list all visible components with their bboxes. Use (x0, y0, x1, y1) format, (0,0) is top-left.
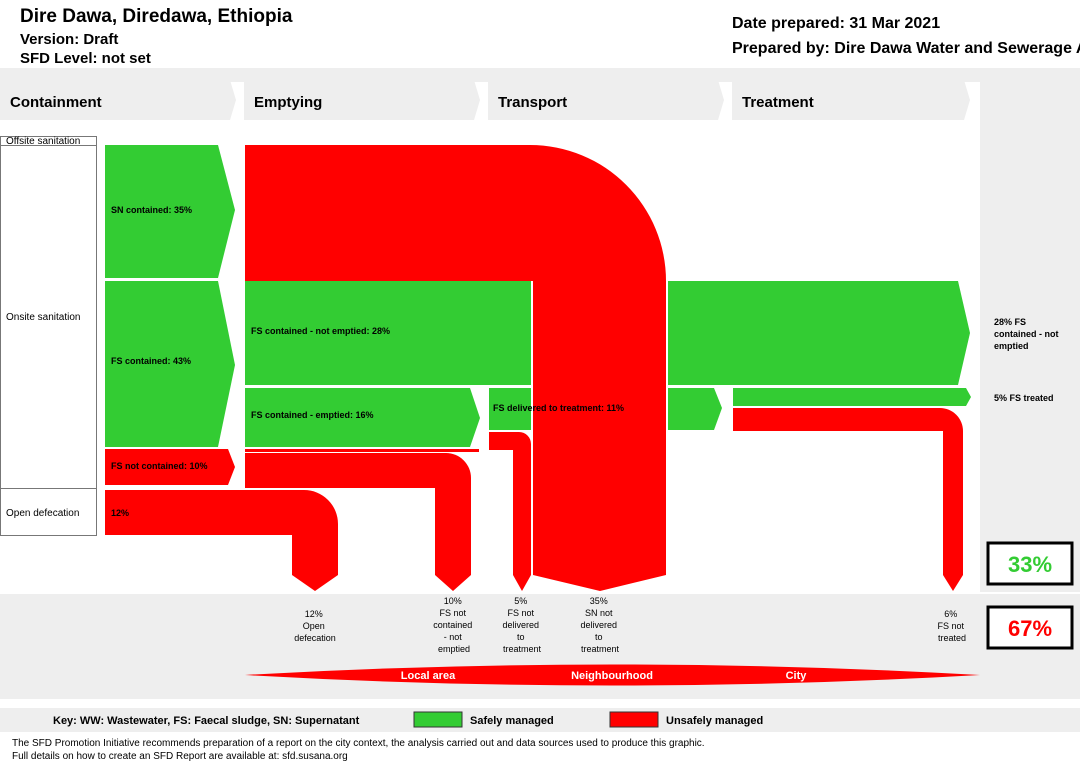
stage-transport (488, 80, 724, 120)
fs-delivered-flow-b (668, 388, 722, 430)
key-safe-label: Safely managed (470, 715, 554, 727)
key-band (0, 708, 1080, 732)
fs-emptied-label: FS contained - emptied: 16% (251, 410, 374, 420)
fs-not-treated-flow (733, 408, 963, 591)
top-grey-band (0, 68, 1080, 82)
unsafe-percent-box (986, 605, 1074, 650)
fs-not-delivered-flow (489, 432, 531, 591)
bottom-fs-not-contained: 10% FS not contained - not emptied (433, 596, 475, 654)
fs-emptied-thin-line (245, 449, 479, 452)
safe-percent: 33% (1008, 552, 1052, 577)
header-right: Date prepared: 31 Mar 2021 Prepared by: … (732, 15, 1080, 65)
fs-not-contained-box (105, 449, 235, 485)
sn-contained-label: SN contained: 35% (111, 205, 192, 215)
open-defecation-box-flow (105, 490, 292, 535)
onsite-label: Onsite sanitation (6, 312, 81, 323)
onsite-box (0, 145, 97, 489)
fs-not-emptied-flow (245, 281, 531, 385)
outcome-treated: 5% FS treated (994, 393, 1054, 403)
stage-containment (0, 80, 236, 120)
bottom-fs-not-treated: 6% FS not treated (937, 609, 966, 643)
right-grey-panel (980, 80, 1080, 592)
bottom-open-defecation: 12% Open defecation (294, 609, 336, 643)
version-label: Version: Draft (20, 31, 119, 48)
fs-delivered-label: FS delivered to treatment: 11% (493, 403, 624, 413)
fs-treated-flow (733, 388, 971, 406)
fs-contained-label: FS contained: 43% (111, 356, 191, 366)
stage-treatment (732, 80, 970, 120)
sn-contained-flow (105, 145, 235, 278)
header-left: Dire Dawa, Diredawa, Ethiopia Version: D… (20, 6, 292, 69)
fs-contained-flow (105, 281, 235, 447)
scale-ellipse (245, 664, 980, 686)
fs-emptied-flow (245, 388, 480, 447)
bottom-fs-not-delivered: 5% FS not delivered to treatment (502, 596, 541, 654)
key-safe-swatch (413, 711, 463, 728)
fs-not-emptied-long-flow (668, 281, 970, 385)
safe-percent-box (986, 541, 1074, 586)
stage-containment-label: Containment (10, 94, 102, 111)
bottom-sn-not-delivered: 35% SN not delivered to treatment (580, 596, 619, 654)
footer-line-1: The SFD Promotion Initiative recommends … (12, 738, 705, 749)
open-defecation-value: 12% (111, 508, 129, 518)
fs-not-emptied-label: FS contained - not emptied: 28% (251, 326, 390, 336)
open-defecation-label: Open defecation (6, 508, 79, 519)
stage-transport-label: Transport (498, 94, 567, 111)
city-title: Dire Dawa, Diredawa, Ethiopia (20, 6, 293, 27)
unsafe-percent: 67% (1008, 616, 1052, 641)
scale-local-area: Local area (401, 670, 456, 682)
scale-city: City (786, 670, 808, 682)
sfd-level-label: SFD Level: not set (20, 50, 151, 67)
key-unsafe-swatch (609, 711, 659, 728)
open-defecation-box (0, 488, 97, 536)
prepared-by: Prepared by: Dire Dawa Water and Sewerag… (732, 40, 1080, 57)
fs-not-contained-label: FS not contained: 10% (111, 461, 208, 471)
fs-delivered-flow-a (489, 388, 531, 430)
outcome-not-emptied: 28% FS contained - not emptied (994, 317, 1061, 351)
stage-emptying (244, 80, 480, 120)
key-unsafe-label: Unsafely managed (666, 715, 763, 727)
scale-neighbourhood: Neighbourhood (571, 670, 653, 682)
fs-not-contained-flow (245, 453, 471, 591)
stage-emptying-label: Emptying (254, 94, 322, 111)
key-text: Key: WW: Wastewater, FS: Faecal sludge, … (53, 715, 360, 727)
date-prepared: Date prepared: 31 Mar 2021 (732, 15, 941, 32)
footer-line-2: Full details on how to create an SFD Rep… (12, 751, 348, 762)
stage-treatment-label: Treatment (742, 94, 814, 111)
sn-not-delivered-flow (245, 145, 666, 591)
offsite-label: Offsite sanitation (6, 136, 80, 147)
